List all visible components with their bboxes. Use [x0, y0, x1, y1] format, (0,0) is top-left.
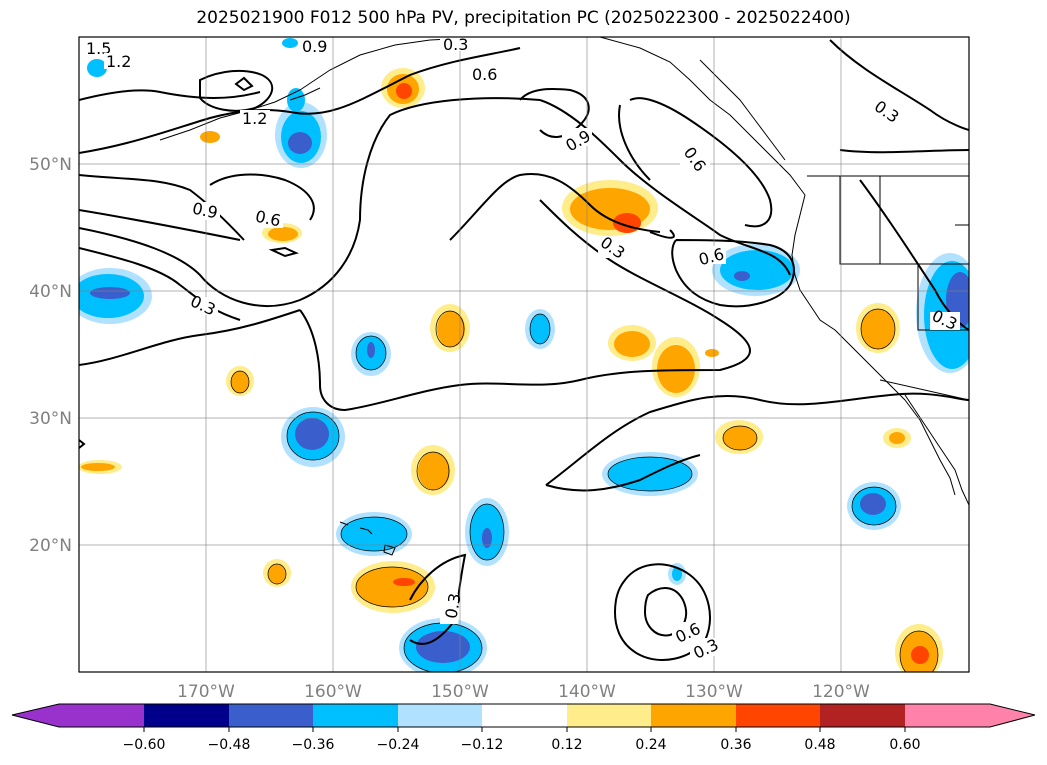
- colorbar-swatch: [229, 704, 313, 727]
- colorbar-tick-label: 0.12: [551, 737, 582, 753]
- colorbar-tick-label: 0.60: [889, 737, 920, 753]
- contour-label: 0.9: [191, 199, 220, 223]
- colorbar-swatch: [398, 704, 482, 727]
- contour-label: 1.2: [242, 109, 267, 128]
- colorbar-swatch: [59, 704, 144, 727]
- lon-label-150w: 150°W: [431, 682, 489, 702]
- map-title: 2025021900 F012 500 hPa PV, precipitatio…: [196, 8, 851, 28]
- latitude-labels: 50°N 40°N 30°N 20°N: [29, 155, 72, 556]
- lon-label-170w: 170°W: [177, 682, 235, 702]
- colorbar-tick-label: 0.48: [804, 737, 835, 753]
- map-frame: [78, 36, 970, 673]
- pv-contours: [79, 39, 969, 661]
- longitude-labels: 170°W 160°W 150°W 140°W 130°W 120°W: [177, 682, 870, 702]
- colorbar-swatch: [736, 704, 820, 727]
- colorbar-outline: [11, 703, 1036, 728]
- map-area: [79, 37, 969, 672]
- lat-label-40n: 40°N: [29, 282, 72, 302]
- colorbar-tick-label: −0.60: [123, 737, 166, 753]
- contour-label: 0.6: [254, 207, 283, 231]
- colorbar-swatch: [567, 704, 651, 727]
- coastlines: [159, 37, 969, 556]
- lon-label-120w: 120°W: [812, 682, 870, 702]
- colorbar-swatch: [651, 704, 736, 727]
- colorbar-tick-label: 0.24: [635, 737, 666, 753]
- contour-label: 0.9: [302, 37, 327, 56]
- colorbar-tick-label: −0.36: [292, 737, 335, 753]
- colorbar: −0.60 −0.48 −0.36 −0.24 −0.12 0.12 0.24 …: [11, 703, 1036, 753]
- lat-label-30n: 30°N: [29, 409, 72, 429]
- lon-label-130w: 130°W: [685, 682, 743, 702]
- shading-outlines: [230, 308, 939, 672]
- colorbar-swatch: [144, 704, 229, 727]
- colorbar-extend-low: [12, 704, 59, 727]
- lon-label-160w: 160°W: [304, 682, 362, 702]
- gridlines: [79, 37, 969, 672]
- pv-contour-labels: 1.5 1.2 0.9 0.6 0.3 1.2 0.6 0.9 0.6 0.9 …: [86, 35, 960, 663]
- colorbar-tick-label: −0.48: [208, 737, 251, 753]
- colorbar-tick-label: 0.36: [720, 737, 751, 753]
- contour-label: 0.6: [472, 65, 497, 84]
- colorbar-tick-label: −0.24: [377, 737, 420, 753]
- colorbar-swatch: [905, 704, 990, 727]
- lat-label-50n: 50°N: [29, 155, 72, 175]
- contour-label: 0.3: [443, 35, 468, 54]
- colorbar-swatch: [313, 704, 398, 727]
- colorbar-extend-high: [990, 704, 1035, 727]
- contour-label: 1.2: [106, 52, 131, 71]
- colorbar-swatch: [482, 704, 567, 727]
- colorbar-tick-label: −0.12: [461, 737, 504, 753]
- colorbar-swatch: [820, 704, 905, 727]
- lat-label-20n: 20°N: [29, 536, 72, 556]
- lon-label-140w: 140°W: [558, 682, 616, 702]
- contour-label: 0.3: [442, 592, 465, 620]
